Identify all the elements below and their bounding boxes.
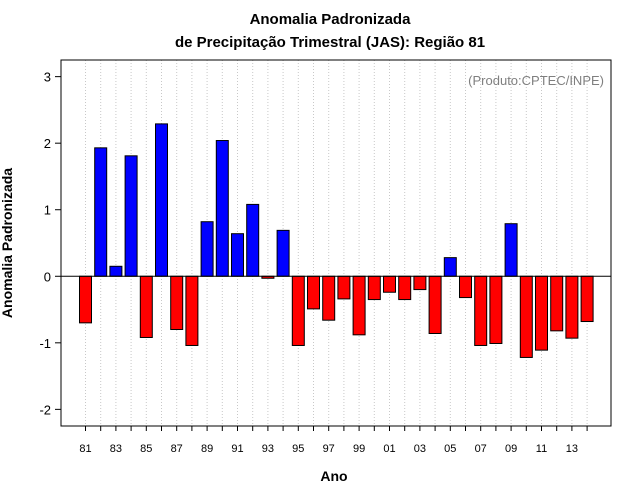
bar-85 [139,275,153,338]
bar-90 [215,140,229,277]
bar-87 [170,275,184,331]
y-tick-label-1: 1 [44,203,51,218]
bar-00 [367,275,381,301]
chart-title-line-1: Anomalia Padronizada [250,11,412,28]
bar-04 [428,275,442,335]
bar-01 [383,275,396,293]
bar-06 [459,275,472,299]
y-axis-label: Anomalia Padronizada [0,168,15,318]
bar-81 [79,275,92,324]
y-tick-label--2: -2 [39,402,51,417]
x-axis-label: Ano [320,468,347,484]
x-tick-label-89: 89 [201,443,213,455]
bar-84 [124,155,138,277]
x-tick-label-85: 85 [140,443,152,455]
x-tick-label-01: 01 [383,443,395,455]
bar-08 [489,275,503,344]
y-tick-label-3: 3 [44,70,51,85]
bar-86 [155,123,168,277]
bar-97 [322,275,336,321]
bar-95 [291,275,305,346]
bar-98 [337,275,351,300]
bar-89 [200,221,214,277]
bar-82 [94,147,108,277]
bar-03 [413,275,427,291]
x-tick-label-03: 03 [414,443,426,455]
bar-10 [519,275,533,358]
y-tick-label--1: -1 [39,336,51,351]
bar-02 [398,275,412,301]
x-tick-label-07: 07 [475,443,487,455]
x-tick-label-95: 95 [292,443,304,455]
x-tick-label-05: 05 [444,443,456,455]
x-tick-label-83: 83 [110,443,122,455]
y-tick-label-0: 0 [44,269,51,284]
bar-96 [307,275,320,310]
bar-91 [231,233,244,277]
x-tick-label-11: 11 [536,443,547,455]
bar-12 [550,275,564,332]
bar-94 [276,229,290,277]
bar-11 [535,275,548,351]
x-tick-label-93: 93 [262,443,274,455]
x-axis: 81 83 85 87 89 91 93 95 97 99 01 03 05 07 09 11 13 [79,426,588,455]
bar-09 [504,223,518,277]
bar-14 [580,275,594,323]
chart-title-line-2: de Precipitação Trimestral (JAS): Região… [175,34,485,51]
bar-07 [474,275,488,346]
x-tick-label-87: 87 [171,443,183,455]
x-tick-label-81: 81 [79,443,91,455]
bar-88 [185,275,199,346]
y-axis: -2 -1 0 1 2 3 [39,70,61,417]
x-tick-label-09: 09 [505,443,517,455]
bar-13 [565,275,579,339]
bar-99 [352,275,366,336]
bar-92 [246,203,260,277]
x-tick-label-91: 91 [231,443,243,455]
bar-05 [443,257,457,277]
x-tick-label-99: 99 [353,443,365,455]
x-tick-label-97: 97 [323,443,335,455]
y-tick-label-2: 2 [44,136,51,151]
x-tick-label-13: 13 [566,443,578,455]
gridlines [85,60,588,426]
bar-83 [109,265,123,277]
plot-frame [60,59,612,427]
credit-note: (Produto:CPTEC/INPE) [468,73,604,88]
bars [79,123,594,358]
